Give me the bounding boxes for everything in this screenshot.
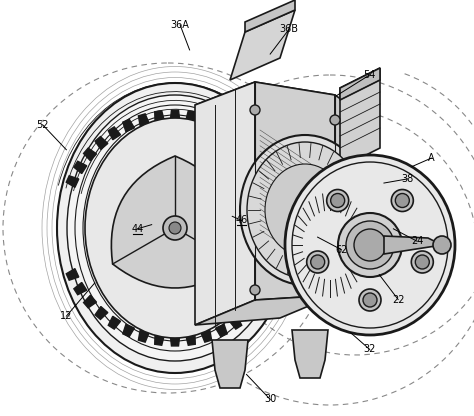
Polygon shape [123, 119, 135, 132]
Polygon shape [138, 330, 149, 342]
Polygon shape [111, 156, 238, 288]
Polygon shape [263, 161, 276, 173]
Ellipse shape [85, 118, 265, 338]
Polygon shape [281, 239, 292, 248]
Polygon shape [216, 119, 227, 132]
Polygon shape [229, 316, 242, 329]
Polygon shape [255, 82, 335, 300]
Polygon shape [195, 295, 335, 325]
Polygon shape [201, 114, 211, 126]
Text: 32: 32 [364, 344, 376, 354]
Ellipse shape [285, 155, 455, 335]
Text: 52: 52 [36, 120, 49, 130]
Text: 30: 30 [264, 394, 276, 404]
Ellipse shape [67, 95, 283, 361]
Polygon shape [108, 127, 120, 140]
Polygon shape [384, 236, 442, 254]
Polygon shape [340, 68, 380, 168]
Polygon shape [242, 307, 255, 319]
Polygon shape [201, 330, 211, 342]
Polygon shape [83, 295, 97, 308]
Polygon shape [123, 324, 135, 337]
Polygon shape [271, 269, 284, 280]
Polygon shape [155, 334, 164, 345]
Circle shape [392, 190, 413, 211]
Polygon shape [254, 148, 266, 161]
Polygon shape [138, 114, 149, 126]
Circle shape [395, 193, 410, 208]
Polygon shape [292, 330, 328, 378]
Text: 54: 54 [364, 70, 376, 80]
Polygon shape [186, 334, 195, 345]
Polygon shape [170, 110, 180, 120]
Ellipse shape [247, 142, 363, 278]
Polygon shape [242, 136, 255, 149]
Text: 44: 44 [131, 224, 144, 234]
Polygon shape [335, 95, 370, 295]
Circle shape [433, 236, 451, 254]
Polygon shape [195, 82, 255, 325]
Ellipse shape [265, 164, 345, 256]
Polygon shape [108, 316, 120, 329]
Polygon shape [186, 111, 195, 122]
Circle shape [359, 289, 381, 311]
Circle shape [363, 293, 377, 307]
Circle shape [169, 222, 181, 234]
Text: 12: 12 [60, 311, 73, 321]
Text: 36A: 36A [171, 20, 190, 30]
Text: 62: 62 [335, 245, 347, 255]
Polygon shape [277, 254, 289, 265]
Circle shape [338, 213, 402, 277]
Polygon shape [74, 282, 87, 295]
Polygon shape [66, 176, 79, 187]
Polygon shape [216, 324, 227, 337]
Polygon shape [212, 340, 248, 388]
Polygon shape [83, 148, 97, 161]
Polygon shape [254, 295, 266, 308]
Text: 36B: 36B [280, 24, 299, 34]
Circle shape [327, 190, 349, 211]
Ellipse shape [57, 83, 293, 373]
Polygon shape [155, 111, 164, 122]
Circle shape [354, 229, 386, 261]
Polygon shape [74, 161, 87, 173]
Polygon shape [340, 68, 380, 100]
Polygon shape [229, 127, 242, 140]
Polygon shape [95, 136, 108, 149]
Polygon shape [281, 208, 292, 217]
Circle shape [310, 255, 325, 269]
Polygon shape [66, 269, 79, 280]
Circle shape [331, 193, 345, 208]
Text: 24: 24 [411, 236, 423, 246]
Circle shape [307, 251, 328, 273]
Polygon shape [230, 10, 295, 80]
Polygon shape [245, 0, 295, 32]
Ellipse shape [240, 135, 370, 285]
Circle shape [163, 216, 187, 240]
Polygon shape [271, 176, 284, 187]
Circle shape [250, 105, 260, 115]
Circle shape [346, 221, 394, 269]
Circle shape [415, 255, 429, 269]
Text: 22: 22 [392, 295, 404, 305]
Ellipse shape [290, 190, 370, 300]
Circle shape [250, 285, 260, 295]
Polygon shape [170, 336, 180, 346]
Circle shape [411, 251, 433, 273]
Polygon shape [277, 191, 289, 202]
Text: 38: 38 [401, 174, 414, 184]
Text: A: A [428, 153, 435, 163]
Circle shape [330, 115, 340, 125]
Polygon shape [263, 282, 276, 295]
Text: 46: 46 [236, 215, 248, 225]
Circle shape [330, 280, 340, 290]
Polygon shape [195, 82, 335, 118]
Polygon shape [283, 223, 293, 233]
Polygon shape [95, 307, 108, 319]
